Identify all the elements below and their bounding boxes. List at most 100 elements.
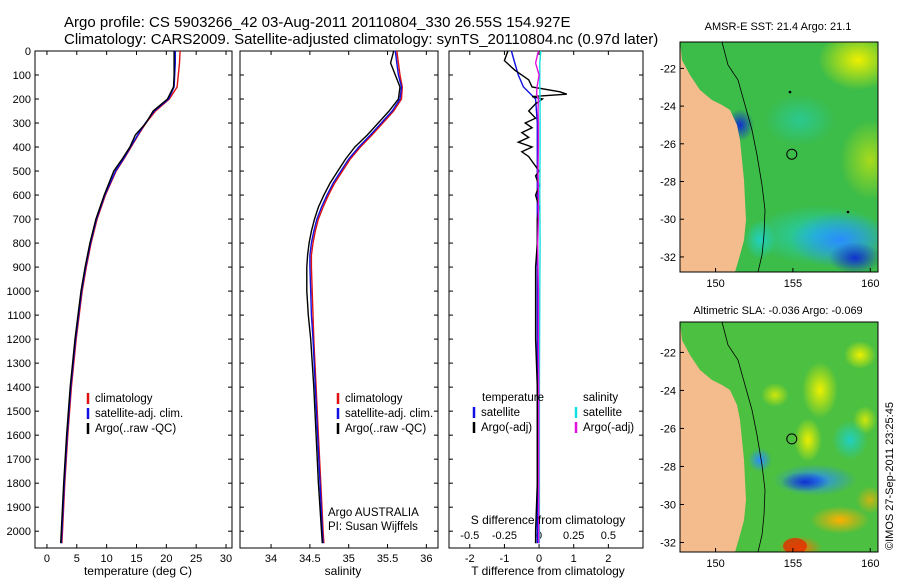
salinity-panel: 34 34.5 35 35.5 36 climatology satellite-adj. … [239,50,439,565]
difference-series-line [534,50,540,544]
difference-series-line [503,50,568,544]
difference-xlabel-top: S difference from climatology [471,513,626,527]
sst-map-field [680,42,878,272]
sst-map-xtick-label: 160 [861,278,879,290]
salinity-series-line [309,50,403,544]
depth-tick-label: 600 [13,190,31,202]
difference-panel: -2 -1 0 1 2-0.5 -0.25 0 0.25 0.5satelliteArgo(-a… [448,50,644,565]
side-stamp: ©IMOS 27-Sep-2011 23:25:45 [884,402,896,550]
salinity-series-line [310,50,404,544]
sst-map-ytick-label: -22 [660,63,676,75]
sst-map-ytick-label: -32 [660,252,676,264]
sla-map-ytick-label: -28 [660,461,676,473]
depth-tick-label: 400 [13,142,31,154]
depth-tick-label: 1300 [7,358,31,370]
sla-map-float-marker [786,433,798,445]
difference-xlabel: T difference from climatology [471,564,625,578]
sst-map-frame [679,41,879,273]
sst-map-ytick-label: -26 [660,139,676,151]
diff-salinity-legend-label: satellite [583,407,622,419]
sla-map-land [680,322,746,552]
sla-map-ytick-label: -30 [660,499,676,511]
difference-xtick-label: -1 [500,553,510,565]
sla-map-field [680,322,878,552]
depth-tick-label: 1100 [7,310,31,322]
figure-title-line2: Climatology: CARS2009. Satellite-adjuste… [64,31,658,48]
salinity-xtick-label: 34.5 [299,553,320,565]
sla-map-frame [679,321,879,553]
sst-map-xtick-label: 150 [706,278,724,290]
figure-title-line1: Argo profile: CS 5903266_42 03-Aug-2011 … [64,14,571,31]
temperature-series-line [60,51,177,544]
depth-tick-label: 200 [13,94,31,106]
depth-tick-label: 1000 [7,286,31,298]
diff-legend-header-temperature: temperature [482,392,544,404]
temperature-frame [34,50,233,549]
salinity-legend-label: satellite-adj. clim. [345,408,433,420]
temperature-xlabel: temperature (deg C) [84,564,192,578]
sst-map-ytick-label: -24 [660,101,676,113]
temperature-xtick-label: 25 [190,553,202,565]
sla-map-ytick-label: -32 [660,537,676,549]
depth-tick-label: 0 [25,46,31,58]
difference-xtick-label: -2 [465,553,475,565]
salinity-legend-label: climatology [345,393,403,405]
sst-map-ytick-label: -30 [660,214,676,226]
sst-map: AMSR-E SST: 21.4 Argo: 21.1 150 155 160 -22… [660,21,879,290]
temperature-xtick-label: 0 [44,553,50,565]
depth-tick-label: 1600 [7,430,31,442]
sla-map-ytick-label: -24 [660,385,676,397]
sst-map-ytick-label: -28 [660,177,676,189]
depth-tick-label: 1700 [7,454,31,466]
diff-temperature-legend-label: satellite [481,407,520,419]
sst-map-float-marker [786,148,798,160]
sla-map-ytick-label: -26 [660,423,676,435]
depth-tick-label: 700 [13,214,31,226]
difference-xtick-label: 0 [536,553,542,565]
sst-map-xtick-label: 155 [784,278,802,290]
depth-tick-label: 1900 [7,502,31,514]
salinity-frame [239,50,439,549]
difference-frame [448,50,644,549]
difference-top-tick-label: -0.5 [460,530,479,542]
depth-tick-label: 1400 [7,382,31,394]
salinity-xlabel: salinity [325,564,362,578]
difference-xtick-label: 2 [605,553,611,565]
depth-tick-label: 1800 [7,478,31,490]
difference-top-tick-label: -0.25 [492,530,517,542]
salinity-xtick-label: 36 [420,553,432,565]
sla-map: Altimetric SLA: -0.036 Argo: -0.069 150 1… [660,305,879,570]
depth-tick-label: 2000 [7,526,31,538]
temperature-xtick-label: 10 [101,553,113,565]
salinity-xtick-label: 34 [265,553,277,565]
temperature-panel: 0100200300400500600700800900100011001200… [7,46,233,565]
sla-map-xtick-label: 150 [706,558,724,570]
diff-legend-header-salinity: salinity [583,392,618,404]
sla-map-xtick-label: 155 [784,558,802,570]
difference-series-line [510,50,538,544]
difference-series-line [538,50,542,544]
depth-tick-label: 800 [13,238,31,250]
depth-tick-label: 900 [13,262,31,274]
salinity-legend-label: Argo(..raw -QC) [345,423,426,435]
difference-top-tick-label: 0.25 [563,530,584,542]
temperature-xtick-label: 30 [220,553,232,565]
temperature-xtick-label: 5 [74,553,80,565]
depth-tick-label: 100 [13,70,31,82]
temperature-xtick-label: 20 [160,553,172,565]
depth-tick-label: 300 [13,118,31,130]
diff-temperature-legend-label: Argo(-adj) [481,422,532,434]
depth-tick-label: 500 [13,166,31,178]
temperature-xtick-label: 15 [130,553,142,565]
diff-salinity-legend-label: Argo(-adj) [583,422,634,434]
difference-xtick-label: 1 [571,553,577,565]
sst-map-land [680,42,746,272]
temperature-legend-label: Argo(..raw -QC) [95,423,176,435]
sst-map-title: AMSR-E SST: 21.4 Argo: 21.1 [705,21,852,33]
depth-tick-label: 1500 [7,406,31,418]
temperature-legend-label: climatology [95,393,153,405]
salinity-xtick-label: 35 [343,553,355,565]
temperature-series-line [60,51,175,544]
sla-map-xtick-label: 160 [861,558,879,570]
